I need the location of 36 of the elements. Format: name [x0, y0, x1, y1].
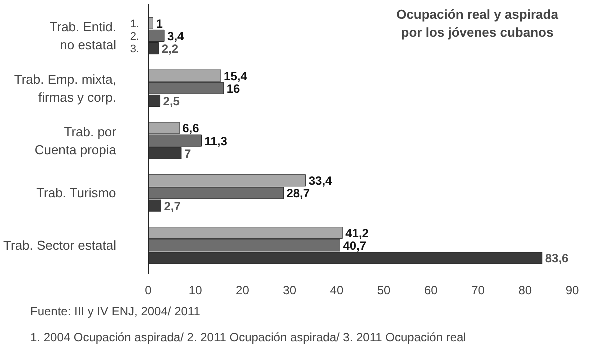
x-tick-label: 90	[566, 284, 580, 298]
data-label: 33,4	[308, 174, 333, 188]
data-label: 16	[226, 82, 241, 96]
x-tick-label: 20	[236, 284, 250, 298]
y-tick-label: Trab. Turismo	[36, 186, 116, 201]
data-label: 7	[184, 146, 192, 161]
x-tick-label: 80	[518, 284, 532, 298]
x-tick-label: 40	[330, 284, 344, 298]
y-tick-label: Trab. Sector estatal	[4, 238, 117, 254]
data-label: 2,7	[164, 199, 182, 214]
data-label: 1	[156, 16, 164, 31]
data-label: 83,6	[545, 252, 570, 266]
y-tick-label: Trab. Entid. no estatal	[50, 19, 117, 52]
data-label: 41,2	[346, 226, 370, 241]
text: Ocupación real y aspirada por los jóvenes cubanos	[396, 7, 560, 40]
data-label: 2,5	[163, 94, 180, 108]
data-label: 28,7	[286, 186, 310, 201]
data-label: 2,2	[162, 42, 179, 56]
x-tick-label: 70	[472, 284, 486, 298]
y-tick-label: Trab. por Cuenta propia	[34, 124, 118, 158]
x-tick-label: 30	[283, 284, 297, 298]
x-tick-label: 10	[188, 284, 203, 298]
series-label: 2.	[130, 30, 140, 43]
series-label: 3.	[130, 44, 140, 56]
x-tick-label: 0	[145, 284, 152, 298]
data-label: 40,7	[343, 239, 367, 254]
data-label: 11,3	[204, 134, 228, 148]
series-label: 1.	[130, 18, 140, 30]
data-label: 15,4	[224, 69, 248, 84]
x-tick-label: 60	[424, 284, 438, 298]
data-label: 3,4	[168, 29, 185, 44]
source-note: Fuente: III y IV ENJ, 2004/ 2011	[30, 304, 201, 318]
data-label: 6,6	[182, 122, 200, 136]
x-tick-label: 50	[377, 284, 392, 298]
y-tick-label: Trab. Emp. mixta, firmas y corp.	[14, 72, 117, 105]
text: 1. 2004 Ocupación aspirada/ 2. 2011 Ocupación aspirada/ 3. 2011 Ocupación real	[30, 330, 466, 344]
